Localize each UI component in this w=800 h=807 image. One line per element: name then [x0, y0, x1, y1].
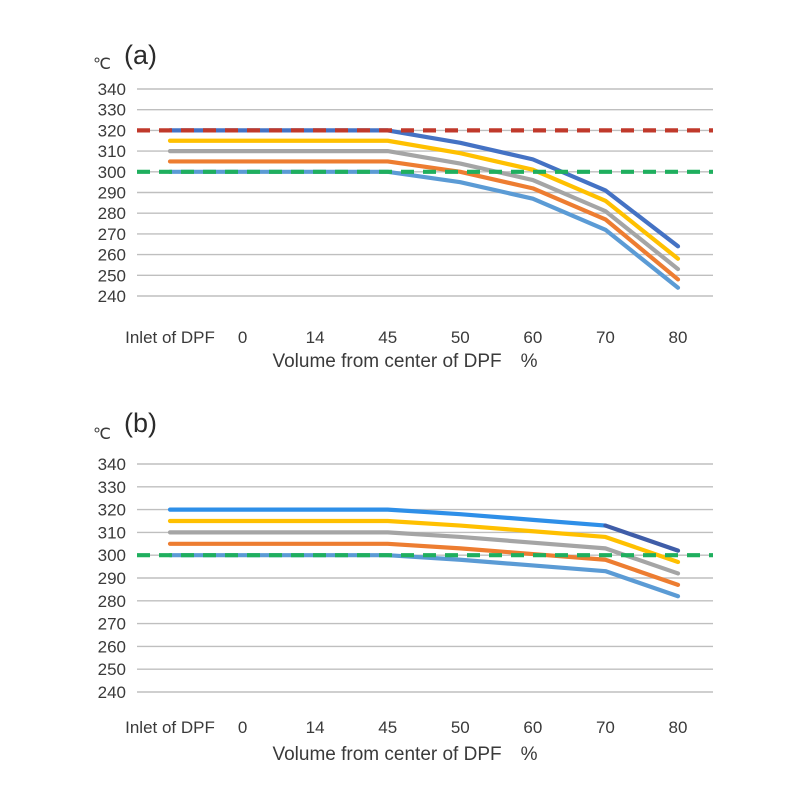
y-tick-label-280: 280: [98, 204, 126, 223]
y-tick-label-310: 310: [98, 523, 126, 542]
x-tick-label-14: 14: [306, 718, 325, 737]
x-tick-label-inlet-of-dpf: Inlet of DPF: [125, 718, 215, 737]
series-line-inlet-315-a: [167, 138, 681, 261]
y-tick-label-320: 320: [98, 501, 126, 520]
x-tick-label-14: 14: [306, 328, 325, 347]
y-tick-label-290: 290: [98, 184, 126, 203]
y-tick-label-340: 340: [98, 455, 126, 474]
x-tick-label-60: 60: [523, 328, 542, 347]
series-line-inlet-320-b: [167, 507, 608, 528]
x-axis-title-b: Volume from center of DPF %: [272, 744, 537, 765]
chart-panel-b: 340 330 320 310 300 290 280 270 260 250 240 Inlet o…: [98, 455, 713, 765]
y-tick-label-330: 330: [98, 101, 126, 120]
y-tick-label-250: 250: [98, 660, 126, 679]
series-line-inlet-310-b: [167, 530, 681, 576]
gridlines-a: [137, 88, 713, 297]
x-tick-label-45: 45: [378, 718, 397, 737]
y-tick-label-310: 310: [98, 142, 126, 161]
y-tick-label-240: 240: [98, 683, 126, 702]
series-group-a: [167, 128, 681, 290]
x-tick-label-70: 70: [596, 718, 615, 737]
series-line-inlet-310-a: [167, 149, 681, 272]
series-line-inlet-315-b: [167, 518, 681, 565]
x-tick-label-70: 70: [596, 328, 615, 347]
x-axis-ticks-b: Inlet of DPF 0 14 45 50 60 70 80: [125, 718, 687, 737]
x-axis-ticks-a: Inlet of DPF 0 14 45 50 60 70 80: [125, 328, 687, 347]
x-axis-title-a: Volume from center of DPF %: [272, 351, 537, 372]
y-tick-label-340: 340: [98, 80, 126, 99]
series-line-inlet-305-a: [167, 159, 681, 282]
x-tick-label-inlet-of-dpf: Inlet of DPF: [125, 328, 215, 347]
y-tick-label-260: 260: [98, 246, 126, 265]
y-tick-label-270: 270: [98, 225, 126, 244]
x-tick-label-60: 60: [523, 718, 542, 737]
y-axis-unit-a: ℃: [93, 56, 111, 73]
series-line-inlet-320-end-b: [603, 523, 681, 553]
y-tick-label-300: 300: [98, 163, 126, 182]
x-tick-label-50: 50: [451, 718, 470, 737]
series-group-b: [167, 507, 681, 599]
y-tick-label-260: 260: [98, 637, 126, 656]
panel-label-b: (b): [124, 408, 157, 438]
y-tick-label-290: 290: [98, 569, 126, 588]
y-tick-label-240: 240: [98, 287, 126, 306]
x-tick-label-45: 45: [378, 328, 397, 347]
y-tick-label-330: 330: [98, 478, 126, 497]
y-tick-label-280: 280: [98, 592, 126, 611]
y-tick-label-250: 250: [98, 266, 126, 285]
y-tick-label-270: 270: [98, 615, 126, 634]
y-axis-ticks-b: 340 330 320 310 300 290 280 270 260 250 240: [98, 455, 126, 702]
x-tick-label-0: 0: [238, 718, 247, 737]
reference-lines-a: [137, 128, 713, 174]
y-axis-unit-b: ℃: [93, 426, 111, 443]
panel-label-a: (a): [124, 40, 157, 70]
x-tick-label-50: 50: [451, 328, 470, 347]
x-tick-label-0: 0: [238, 328, 247, 347]
y-tick-label-320: 320: [98, 121, 126, 140]
x-tick-label-80: 80: [669, 328, 688, 347]
x-tick-label-80: 80: [669, 718, 688, 737]
y-tick-label-300: 300: [98, 546, 126, 565]
series-line-inlet-305-b: [167, 541, 681, 587]
